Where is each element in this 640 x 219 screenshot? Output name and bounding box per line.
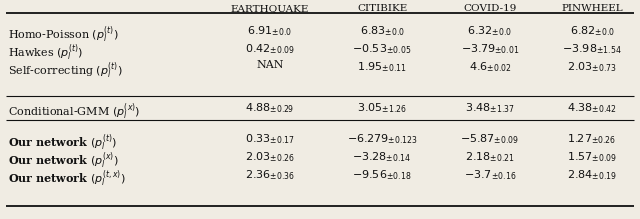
Text: $3.05_{\pm1.26}$: $3.05_{\pm1.26}$ [357,101,407,115]
Text: $2.03_{\pm0.26}$: $2.03_{\pm0.26}$ [245,150,295,164]
Text: $-3.98_{\pm1.54}$: $-3.98_{\pm1.54}$ [562,42,622,56]
Text: Hawkes $(p_l^{(t)})$: Hawkes $(p_l^{(t)})$ [8,42,83,63]
Text: $-3.79_{\pm0.01}$: $-3.79_{\pm0.01}$ [461,42,519,56]
Text: Our network $(p_l^{(t,x)})$: Our network $(p_l^{(t,x)})$ [8,168,125,189]
Text: $-3.28_{\pm0.14}$: $-3.28_{\pm0.14}$ [353,150,412,164]
Text: $-6.279_{\pm0.123}$: $-6.279_{\pm0.123}$ [347,132,417,146]
Text: $4.88_{\pm0.29}$: $4.88_{\pm0.29}$ [245,101,294,115]
Text: $2.84_{\pm0.19}$: $2.84_{\pm0.19}$ [567,168,617,182]
Text: $2.03_{\pm0.73}$: $2.03_{\pm0.73}$ [567,60,617,74]
Text: $0.42_{\pm0.09}$: $0.42_{\pm0.09}$ [245,42,295,56]
Text: CITIBIKE: CITIBIKE [357,4,407,13]
Text: EARTHQUAKE: EARTHQUAKE [231,4,309,13]
Text: Homo-Poisson $(p_l^{(t)})$: Homo-Poisson $(p_l^{(t)})$ [8,24,119,45]
Text: PINWHEEL: PINWHEEL [561,4,623,13]
Text: NAN: NAN [256,60,284,70]
Text: COVID-19: COVID-19 [463,4,516,13]
Text: $1.57_{\pm0.09}$: $1.57_{\pm0.09}$ [567,150,617,164]
Text: $4.38_{\pm0.42}$: $4.38_{\pm0.42}$ [567,101,617,115]
Text: Our network $(p_l^{(t)})$: Our network $(p_l^{(t)})$ [8,132,117,153]
Text: $0.33_{\pm0.17}$: $0.33_{\pm0.17}$ [245,132,295,146]
Text: $-9.56_{\pm0.18}$: $-9.56_{\pm0.18}$ [352,168,412,182]
Text: $-0.53_{\pm0.05}$: $-0.53_{\pm0.05}$ [353,42,412,56]
Text: Our network $(p_l^{(x)})$: Our network $(p_l^{(x)})$ [8,150,118,171]
Text: $1.95_{\pm0.11}$: $1.95_{\pm0.11}$ [357,60,407,74]
Text: Self-correcting $(p_l^{(t)})$: Self-correcting $(p_l^{(t)})$ [8,60,123,81]
Text: $6.91_{\pm0.0}$: $6.91_{\pm0.0}$ [248,24,292,38]
Text: $2.18_{\pm0.21}$: $2.18_{\pm0.21}$ [465,150,515,164]
Text: $6.82_{\pm0.0}$: $6.82_{\pm0.0}$ [570,24,614,38]
Text: $-5.87_{\pm0.09}$: $-5.87_{\pm0.09}$ [460,132,520,146]
Text: $4.6_{\pm0.02}$: $4.6_{\pm0.02}$ [468,60,511,74]
Text: Conditional-GMM $(p_l^{(x)})$: Conditional-GMM $(p_l^{(x)})$ [8,101,140,122]
Text: $6.83_{\pm0.0}$: $6.83_{\pm0.0}$ [360,24,404,38]
Text: $-3.7_{\pm0.16}$: $-3.7_{\pm0.16}$ [464,168,516,182]
Text: $1.27_{\pm0.26}$: $1.27_{\pm0.26}$ [568,132,616,146]
Text: $3.48_{\pm1.37}$: $3.48_{\pm1.37}$ [465,101,515,115]
Text: $2.36_{\pm0.36}$: $2.36_{\pm0.36}$ [245,168,295,182]
Text: $6.32_{\pm0.0}$: $6.32_{\pm0.0}$ [467,24,513,38]
